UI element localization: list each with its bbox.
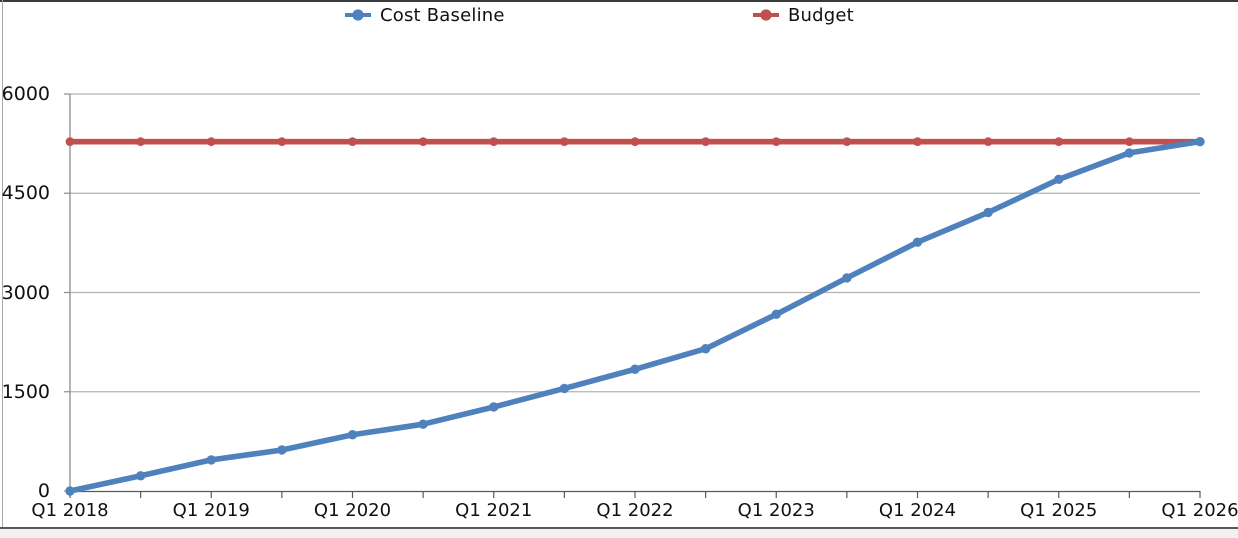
below-chart-strip <box>0 529 1238 538</box>
data-point-marker-cost-baseline <box>912 237 923 247</box>
chart-border-left <box>2 0 3 538</box>
x-axis-tick-label: Q1 2022 <box>596 500 674 521</box>
series-cost-baseline <box>65 136 1205 496</box>
data-point-marker-budget <box>630 137 640 147</box>
chart-border-bottom <box>0 527 1238 529</box>
data-point-marker-budget <box>65 137 75 147</box>
data-point-marker-cost-baseline <box>559 383 570 394</box>
x-axis-tick-label: Q1 2018 <box>31 500 109 521</box>
x-axis-tick-label: Q1 2024 <box>878 500 957 521</box>
data-point-marker-cost-baseline <box>842 273 852 283</box>
x-axis-tick-label: Q1 2025 <box>1020 500 1098 521</box>
gridlines <box>70 93 1200 393</box>
legend-label: Cost Baseline <box>380 4 505 26</box>
data-point-marker-budget <box>559 137 569 147</box>
legend-marker-budget-icon <box>753 9 779 21</box>
data-point-marker-cost-baseline <box>206 455 216 465</box>
legend-item-budget: Budget <box>753 4 854 26</box>
data-point-marker-budget <box>842 137 852 147</box>
series-line-cost-baseline <box>67 138 1203 494</box>
y-axis-tick-label: 4500 <box>1 182 50 205</box>
data-point-marker-budget <box>348 137 357 147</box>
y-axis <box>64 93 71 492</box>
data-point-marker-budget <box>277 137 287 147</box>
data-point-marker-cost-baseline <box>347 430 358 440</box>
data-point-marker-budget <box>913 137 922 147</box>
legend-item-cost-baseline: Cost Baseline <box>345 4 505 26</box>
x-axis-tick-label: Q1 2023 <box>737 500 815 521</box>
legend-label: Budget <box>788 4 854 26</box>
x-axis-tick-label: Q1 2021 <box>455 500 533 521</box>
data-point-marker-budget <box>983 137 993 147</box>
y-axis-tick-label: 0 <box>37 480 50 502</box>
data-point-marker-budget <box>206 137 216 147</box>
x-axis <box>69 490 1201 498</box>
data-point-marker-cost-baseline <box>489 402 499 412</box>
y-axis-tick-label: 1500 <box>1 380 50 403</box>
data-point-marker-cost-baseline <box>983 207 993 218</box>
y-axis-tick-label: 6000 <box>1 83 50 105</box>
data-point-marker-cost-baseline <box>1054 174 1064 185</box>
x-axis-tick-label: Q1 2020 <box>313 500 392 521</box>
chart-legend: Cost Baseline Budget <box>0 0 1238 34</box>
series-budget <box>65 137 1205 147</box>
data-point-marker-budget <box>771 137 781 147</box>
legend-marker-cost-baseline-icon <box>345 9 371 21</box>
data-point-marker-cost-baseline <box>700 344 711 354</box>
data-point-marker-cost-baseline <box>630 364 640 374</box>
data-point-marker-cost-baseline <box>135 471 146 481</box>
x-axis-tick-label: Q1 2026 <box>1161 500 1238 521</box>
data-point-marker-budget <box>418 137 428 147</box>
data-point-marker-budget <box>1124 137 1134 147</box>
data-point-marker-cost-baseline <box>277 445 287 455</box>
data-point-marker-cost-baseline <box>1195 136 1205 147</box>
data-point-marker-cost-baseline <box>1124 148 1135 158</box>
data-point-marker-cost-baseline <box>65 486 75 496</box>
y-axis-tick-label: 3000 <box>1 281 50 304</box>
data-point-marker-cost-baseline <box>418 419 428 429</box>
data-point-marker-budget <box>701 137 711 147</box>
data-point-marker-cost-baseline <box>771 309 781 320</box>
data-point-marker-budget <box>489 137 499 147</box>
chart-border-top <box>0 0 1238 2</box>
data-point-marker-budget <box>136 137 146 147</box>
x-axis-tick-label: Q1 2019 <box>172 500 250 521</box>
data-point-marker-budget <box>1054 137 1064 147</box>
